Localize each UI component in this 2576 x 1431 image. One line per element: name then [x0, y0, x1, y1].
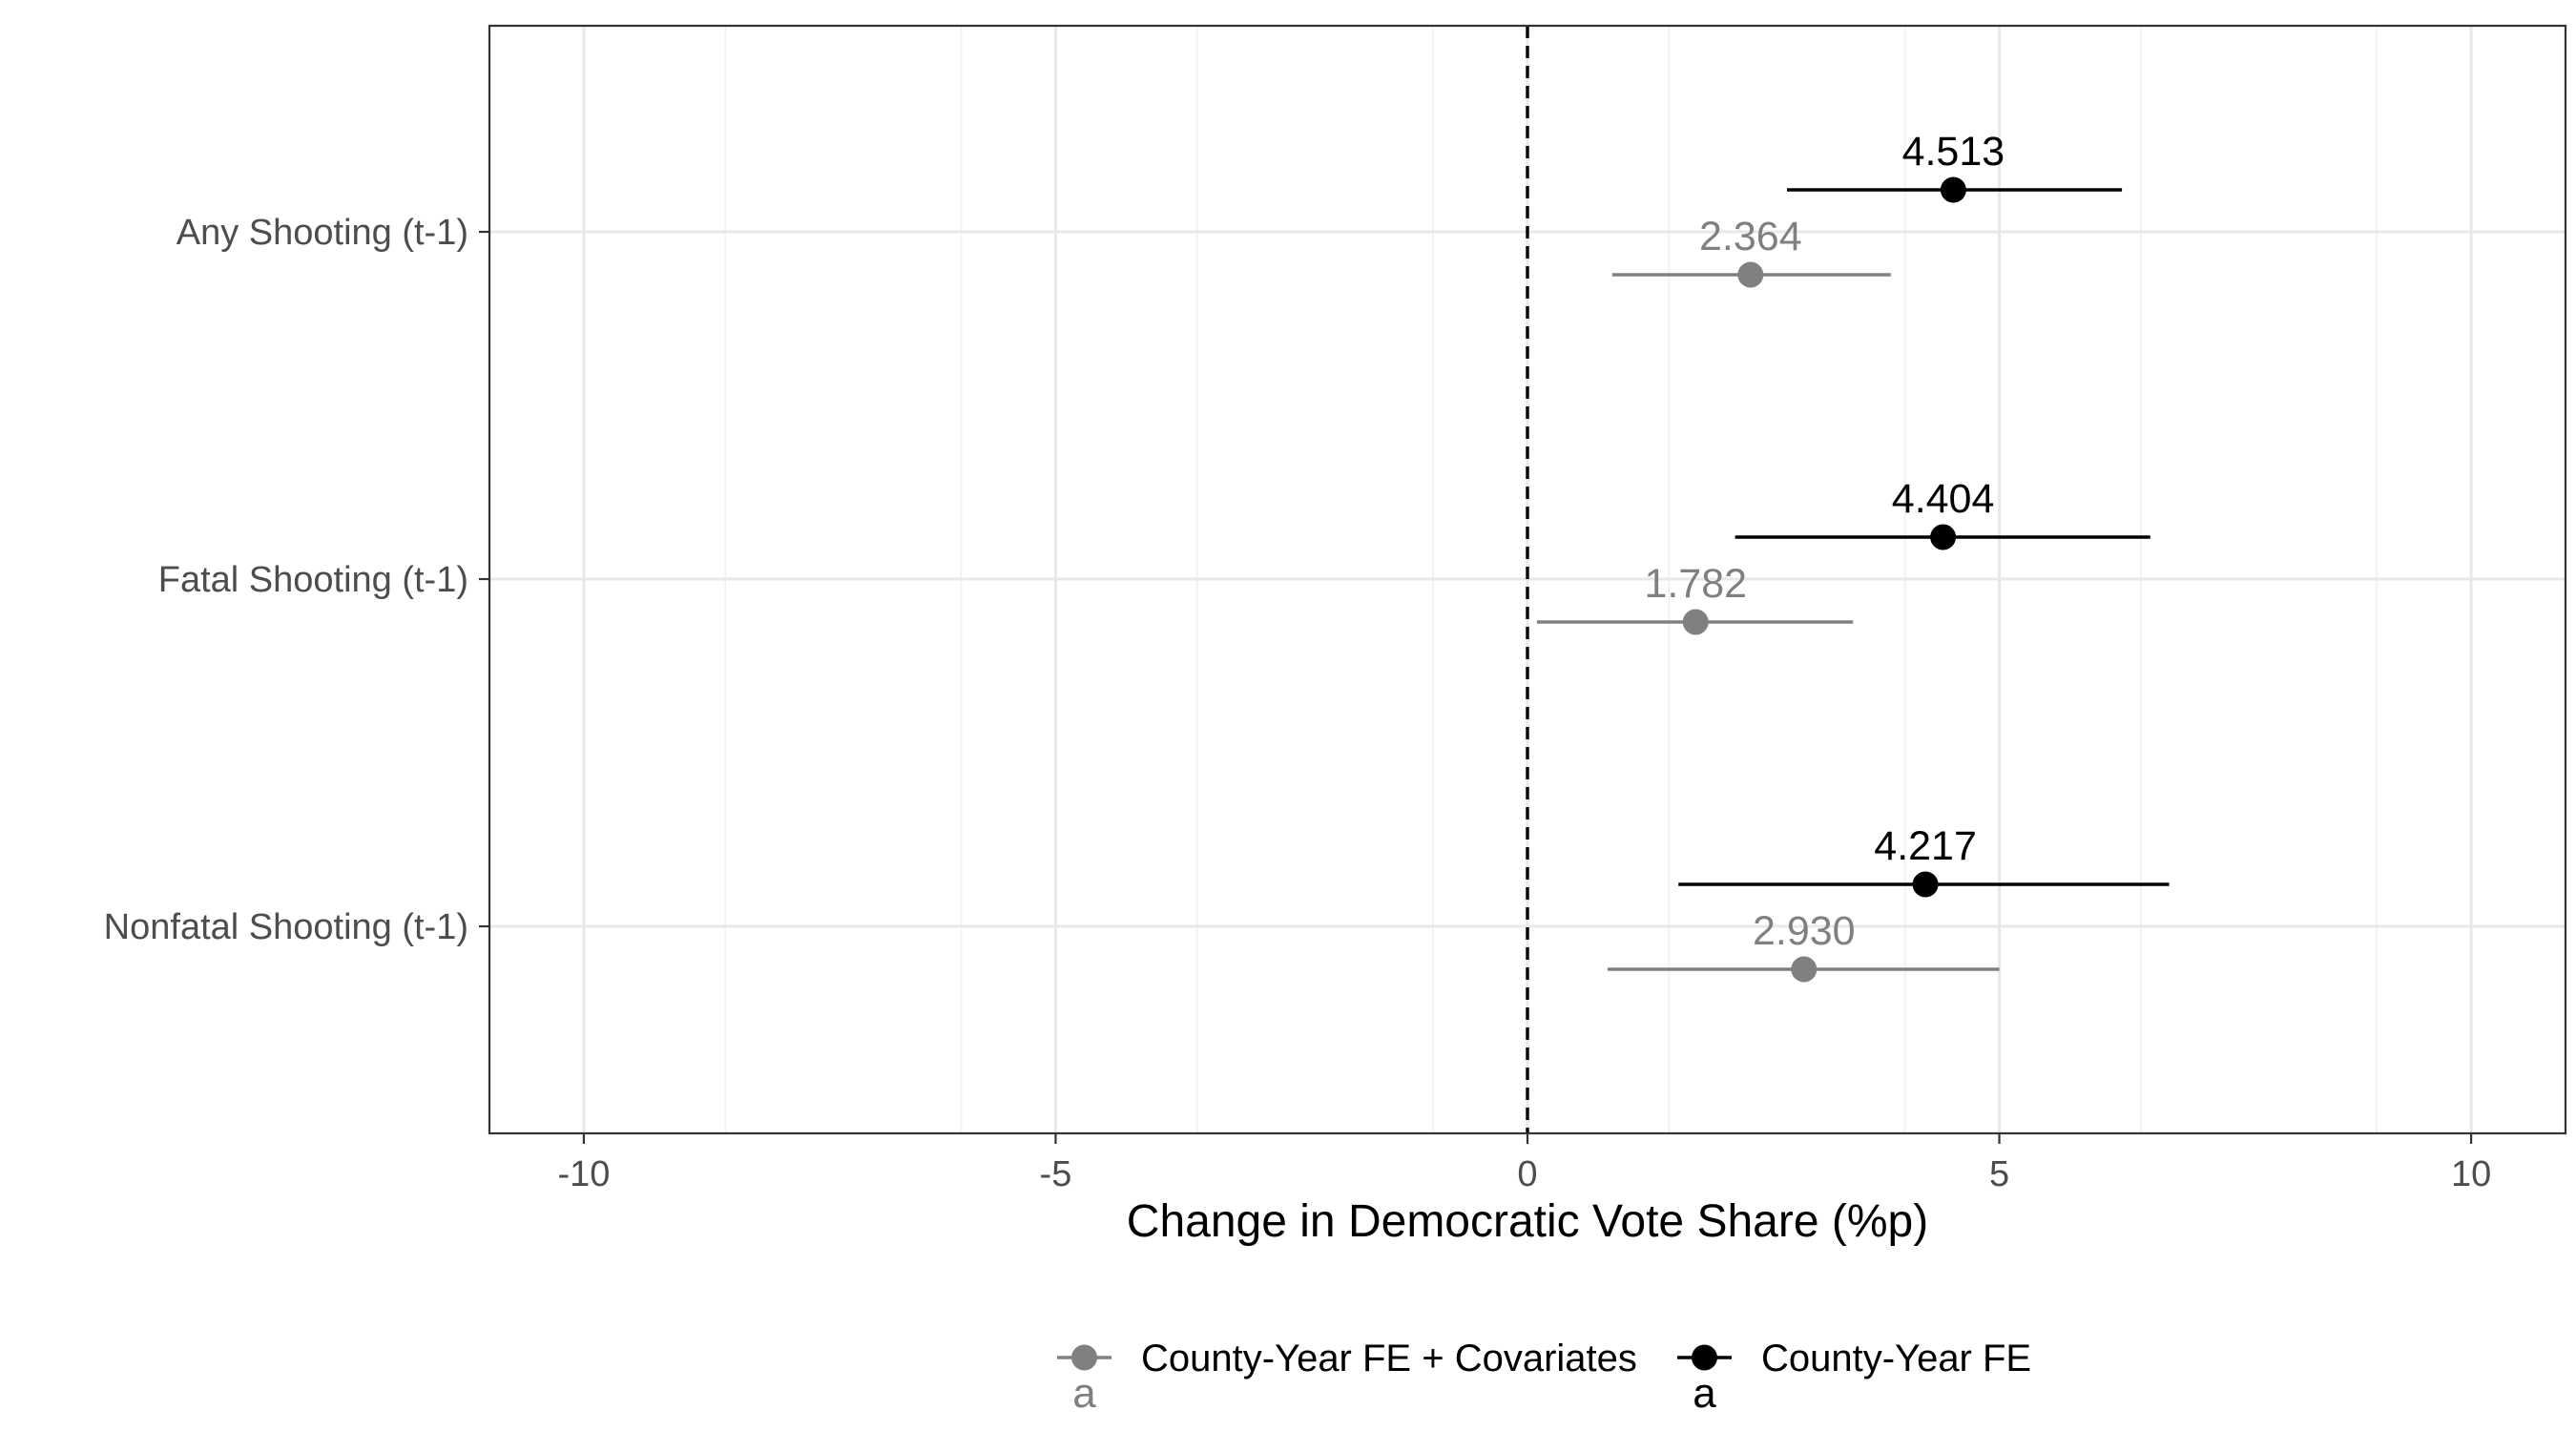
- y-tick-label: Fatal Shooting (t-1): [158, 560, 468, 600]
- estimate-point: [1737, 261, 1764, 288]
- x-tick-label: -10: [557, 1154, 610, 1194]
- x-tick-label: -5: [1040, 1154, 1072, 1194]
- legend-key-glyph: a: [1072, 1370, 1096, 1417]
- x-tick-label: 10: [2451, 1154, 2491, 1194]
- legend-label: County-Year FE: [1761, 1338, 2031, 1379]
- legend: a County-Year FE + Covariates a County-Year…: [1057, 1338, 2031, 1417]
- legend-label: County-Year FE + Covariates: [1141, 1338, 1637, 1379]
- y-tick-label: Nonfatal Shooting (t-1): [104, 907, 468, 947]
- estimate-point: [1682, 609, 1709, 635]
- legend-item: a County-Year FE + Covariates: [1057, 1338, 1637, 1417]
- estimate-label: 2.364: [1699, 214, 1802, 259]
- x-tick-label: 5: [1989, 1154, 2009, 1194]
- legend-key-glyph: a: [1693, 1370, 1716, 1417]
- legend-key-point: [1692, 1344, 1717, 1371]
- axis-layer: -10 -5 0 5 10 Any Shooting (t-1) Fatal Shootin…: [104, 213, 2492, 1194]
- estimate-label: 4.217: [1874, 823, 1977, 869]
- estimate-label: 4.513: [1902, 129, 2005, 175]
- estimate-point: [1940, 176, 1966, 203]
- estimate-label: 2.930: [1753, 908, 1856, 954]
- estimate-point: [1930, 524, 1957, 550]
- data-layer: 4.513 4.404 4.217 2.364 1.782 2.930: [1536, 129, 2170, 983]
- estimate-point: [1912, 871, 1939, 898]
- x-axis-title: Change in Democratic Vote Share (%p): [1127, 1196, 1928, 1247]
- estimate-label: 4.404: [1892, 476, 1995, 522]
- legend-key-point: [1071, 1344, 1097, 1371]
- estimate-point: [1791, 956, 1818, 983]
- legend-item: a County-Year FE: [1677, 1338, 2031, 1417]
- estimate-label: 1.782: [1644, 561, 1747, 607]
- y-tick-label: Any Shooting (t-1): [177, 213, 468, 253]
- x-tick-label: 0: [1517, 1154, 1537, 1194]
